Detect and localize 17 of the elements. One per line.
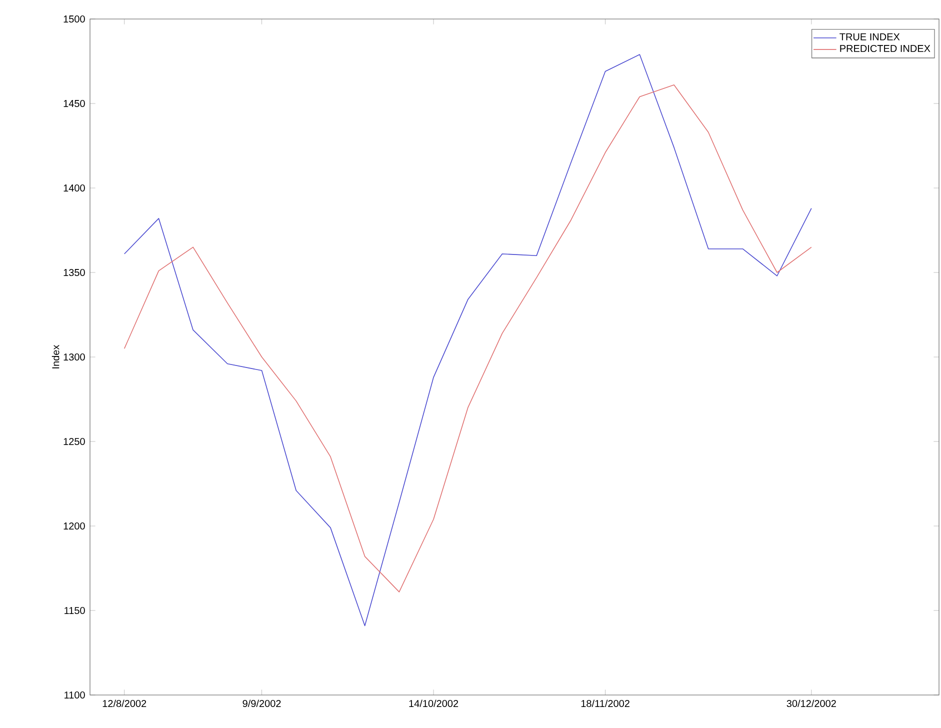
y-tick-label: 1200 xyxy=(64,522,85,530)
y-tick-label: 1100 xyxy=(64,691,85,699)
legend-label: PREDICTED INDEX xyxy=(840,44,930,52)
y-tick-label: 1150 xyxy=(64,606,85,614)
x-tick-label: 30/12/2002 xyxy=(786,700,836,708)
x-tick-label: 12/8/2002 xyxy=(102,700,146,708)
y-tick-label: 1350 xyxy=(64,268,85,276)
y-tick-label: 1250 xyxy=(64,438,85,446)
y-tick-label: 1300 xyxy=(64,353,85,361)
y-tick-label: 1450 xyxy=(64,100,85,108)
y-tick-label: 1500 xyxy=(64,15,85,23)
x-tick-label: 14/10/2002 xyxy=(409,700,458,708)
y-tick-label: 1400 xyxy=(64,184,85,192)
x-tick-label: 9/9/2002 xyxy=(242,700,281,708)
x-tick-label: 18/11/2002 xyxy=(581,700,630,708)
y-axis-title: Index xyxy=(52,344,60,368)
legend-label: TRUE INDEX xyxy=(840,33,900,40)
